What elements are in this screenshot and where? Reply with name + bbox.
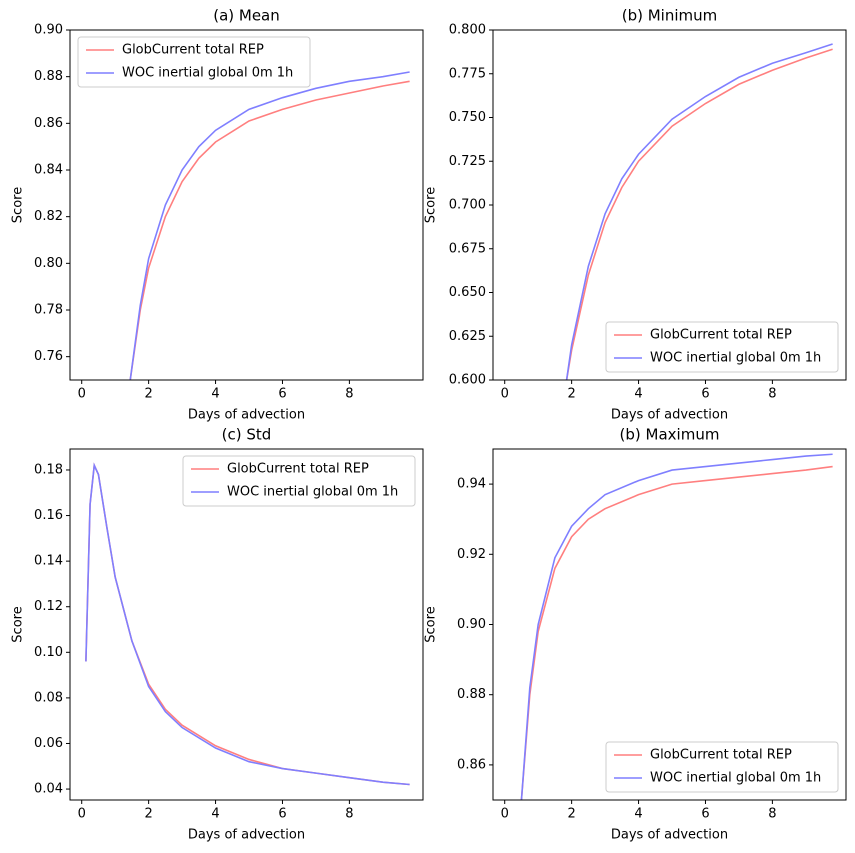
legend-label: GlobCurrent total REP — [650, 328, 792, 343]
series-line — [520, 453, 833, 800]
legend-label: WOC inertial global 0m 1h — [227, 485, 398, 500]
y-tick-label: 0.86 — [457, 757, 486, 772]
panel-title: (a) Mean — [213, 7, 280, 25]
y-tick-label: 0.76 — [34, 349, 63, 364]
x-tick-label: 8 — [768, 387, 776, 402]
y-tick-label: 0.625 — [449, 329, 486, 344]
x-tick-label: 0 — [501, 807, 509, 822]
x-tick-label: 6 — [701, 387, 709, 402]
x-axis-label: Days of advection — [188, 828, 305, 843]
x-tick-label: 4 — [634, 807, 642, 822]
x-tick-label: 4 — [211, 807, 219, 822]
y-tick-label: 0.86 — [34, 116, 63, 131]
legend: GlobCurrent total REP WOC inertial global… — [77, 36, 311, 88]
y-tick-label: 0.12 — [34, 599, 63, 614]
legend-box — [605, 321, 839, 373]
legend-label: GlobCurrent total REP — [122, 43, 264, 58]
axes-frame — [492, 29, 847, 381]
y-tick-label: 0.775 — [449, 66, 486, 81]
series-line — [520, 465, 833, 800]
y-tick-label: 0.650 — [449, 285, 486, 300]
legend-box — [77, 36, 311, 88]
x-tick-label: 0 — [78, 807, 86, 822]
legend-box — [182, 455, 416, 507]
x-tick-label: 2 — [567, 807, 575, 822]
y-tick-label: 0.94 — [457, 477, 486, 492]
y-axis-label: Score — [424, 606, 439, 642]
series-line — [565, 48, 833, 380]
y-tick-label: 0.88 — [34, 69, 63, 84]
y-axis-label: Score — [424, 187, 439, 223]
y-tick-label: 0.90 — [34, 23, 63, 38]
legend-box — [605, 741, 839, 793]
legend-label: WOC inertial global 0m 1h — [650, 351, 821, 366]
legend: GlobCurrent total REP WOC inertial global… — [605, 321, 839, 373]
y-tick-label: 0.16 — [34, 508, 63, 523]
x-tick-label: 2 — [144, 807, 152, 822]
y-tick-label: 0.78 — [34, 303, 63, 318]
x-axis-label: Days of advection — [188, 408, 305, 423]
y-tick-label: 0.82 — [34, 209, 63, 224]
legend-label: WOC inertial global 0m 1h — [122, 66, 293, 81]
panel: (c) Std 0 2 4 6 8 0.04 0.06 0.08 0.10 0.12 0.14 0.16… — [11, 426, 424, 843]
y-tick-label: 0.14 — [34, 554, 63, 569]
panel-title: (b) Minimum — [622, 7, 718, 25]
panel: (b) Maximum 0 2 4 6 8 0.86 0.88 0.90 0.92 0.94 Days… — [424, 426, 847, 843]
legend-label: GlobCurrent total REP — [227, 462, 369, 477]
x-tick-label: 6 — [278, 807, 286, 822]
y-tick-label: 0.90 — [457, 617, 486, 632]
x-tick-label: 4 — [634, 387, 642, 402]
axes-frame — [492, 448, 847, 801]
panel: (a) Mean 0 2 4 6 8 0.76 0.78 0.80 0.82 0.84 0.86 0.8… — [11, 7, 424, 423]
y-tick-label: 0.08 — [34, 690, 63, 705]
series-line — [565, 43, 833, 380]
x-tick-label: 8 — [345, 387, 353, 402]
y-tick-label: 0.800 — [449, 23, 486, 38]
series-line — [129, 71, 410, 380]
series-line — [129, 80, 410, 380]
y-tick-label: 0.04 — [34, 782, 63, 797]
y-tick-label: 0.700 — [449, 198, 486, 213]
x-tick-label: 0 — [501, 387, 509, 402]
panel-title: (b) Maximum — [620, 426, 720, 444]
series-line — [85, 462, 410, 786]
y-axis-label: Score — [11, 606, 26, 642]
y-tick-label: 0.675 — [449, 241, 486, 256]
x-tick-label: 8 — [768, 807, 776, 822]
x-tick-label: 6 — [278, 387, 286, 402]
x-tick-label: 4 — [211, 387, 219, 402]
x-axis-label: Days of advection — [611, 828, 728, 843]
y-tick-label: 0.10 — [34, 645, 63, 660]
y-tick-label: 0.92 — [457, 547, 486, 562]
y-tick-label: 0.750 — [449, 110, 486, 125]
axes-frame — [69, 448, 424, 801]
x-tick-label: 6 — [701, 807, 709, 822]
panel-title: (c) Std — [222, 426, 272, 444]
legend: GlobCurrent total REP WOC inertial global… — [182, 455, 416, 507]
y-tick-label: 0.88 — [457, 687, 486, 702]
x-tick-label: 2 — [567, 387, 575, 402]
x-tick-label: 0 — [78, 387, 86, 402]
axes-frame — [69, 29, 424, 381]
legend: GlobCurrent total REP WOC inertial global… — [605, 741, 839, 793]
legend-label: WOC inertial global 0m 1h — [650, 771, 821, 786]
x-axis-label: Days of advection — [611, 408, 728, 423]
panel: (b) Minimum 0 2 4 6 8 0.600 0.625 0.650 0.675 0.70… — [424, 7, 847, 423]
x-tick-label: 8 — [345, 807, 353, 822]
y-tick-label: 0.06 — [34, 736, 63, 751]
y-tick-label: 0.80 — [34, 256, 63, 271]
y-tick-label: 0.84 — [34, 163, 63, 178]
legend-label: GlobCurrent total REP — [650, 748, 792, 763]
y-tick-label: 0.18 — [34, 462, 63, 477]
y-tick-label: 0.725 — [449, 154, 486, 169]
y-tick-label: 0.600 — [449, 373, 486, 388]
x-tick-label: 2 — [144, 387, 152, 402]
y-axis-label: Score — [11, 187, 26, 223]
